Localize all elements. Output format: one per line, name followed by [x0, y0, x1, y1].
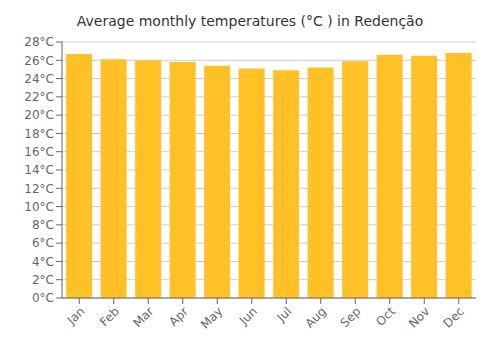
svg-text:Sep: Sep [337, 304, 363, 330]
svg-text:14°C: 14°C [24, 163, 54, 177]
svg-text:2°C: 2°C [32, 273, 54, 287]
svg-text:28°C: 28°C [24, 35, 54, 49]
svg-text:12°C: 12°C [24, 182, 54, 196]
svg-text:24°C: 24°C [24, 72, 54, 86]
svg-text:0°C: 0°C [32, 291, 54, 305]
svg-text:16°C: 16°C [24, 145, 54, 159]
svg-text:6°C: 6°C [32, 236, 54, 250]
svg-text:Aug: Aug [302, 304, 328, 330]
svg-text:Jul: Jul [274, 304, 295, 325]
svg-text:Nov: Nov [406, 304, 432, 330]
svg-text:Oct: Oct [373, 304, 398, 329]
svg-text:May: May [198, 304, 225, 331]
svg-text:8°C: 8°C [32, 218, 54, 232]
svg-text:4°C: 4°C [32, 255, 54, 269]
svg-text:22°C: 22°C [24, 90, 54, 104]
svg-text:Dec: Dec [441, 304, 467, 330]
svg-text:20°C: 20°C [24, 108, 54, 122]
svg-text:Apr: Apr [166, 304, 191, 329]
svg-text:10°C: 10°C [24, 200, 54, 214]
svg-text:Mar: Mar [130, 304, 156, 330]
svg-text:Jun: Jun [236, 304, 260, 328]
svg-text:26°C: 26°C [24, 54, 54, 68]
svg-text:Feb: Feb [97, 304, 122, 329]
svg-text:Jan: Jan [64, 304, 88, 328]
html-text:Average monthly temperatures (: Average monthly temperatures (°C ) in Re… [76, 13, 424, 29]
svg-text:18°C: 18°C [24, 127, 54, 141]
